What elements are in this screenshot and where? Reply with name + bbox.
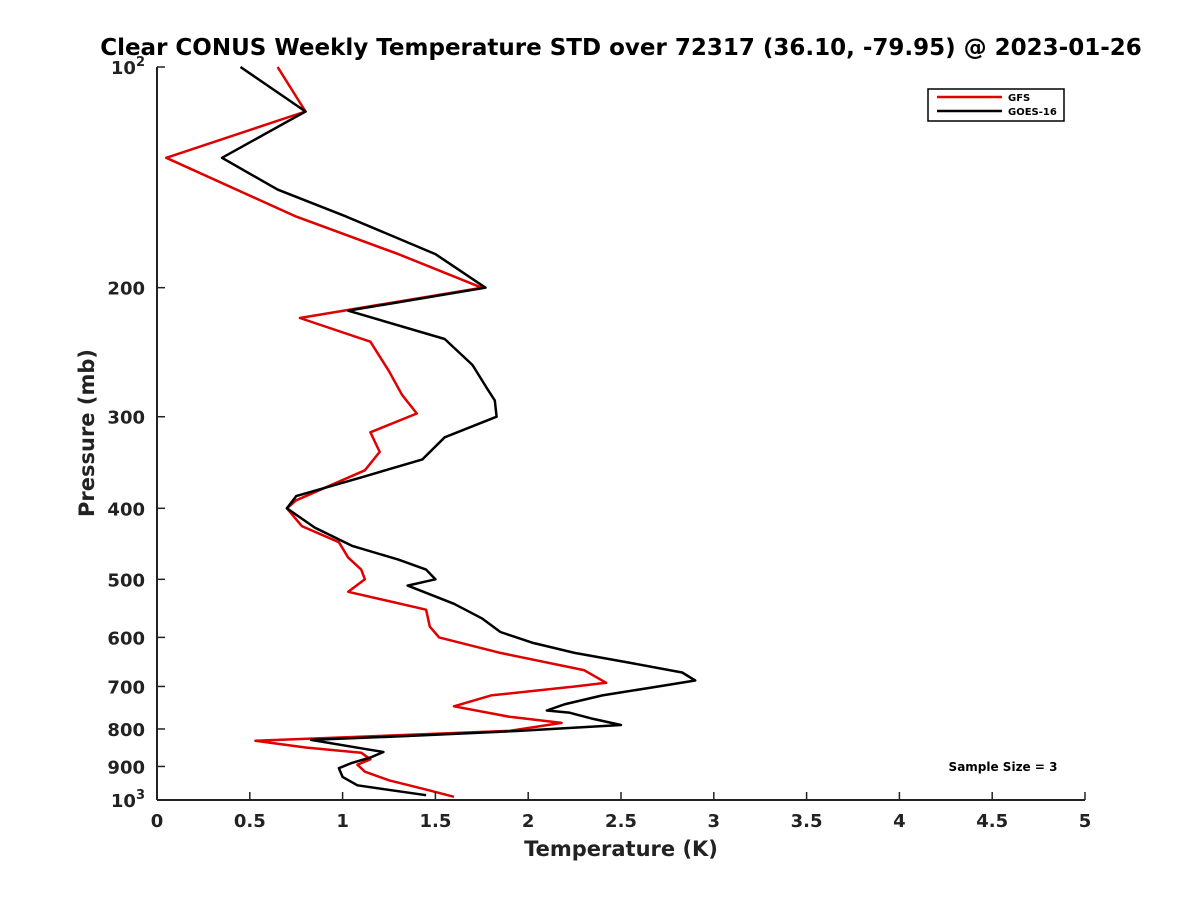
x-tick-label: 1.5 bbox=[419, 811, 451, 832]
x-tick-label: 4 bbox=[893, 811, 906, 832]
x-axis-ticks: 0 0.5 1 1.5 2 2.5 3 3.5 4 4.5 5 bbox=[151, 792, 1092, 832]
y-tick-label: 300 bbox=[107, 408, 145, 429]
x-tick-label: 2 bbox=[522, 811, 535, 832]
y-axis-label: Pressure (mb) bbox=[75, 349, 99, 517]
y-tick-label: 700 bbox=[107, 677, 145, 698]
x-tick-label: 0.5 bbox=[234, 811, 266, 832]
x-tick-label: 2.5 bbox=[605, 811, 637, 832]
x-tick-label: 1 bbox=[336, 811, 349, 832]
x-tick-label: 5 bbox=[1079, 811, 1092, 832]
chart-title: Clear CONUS Weekly Temperature STD over … bbox=[100, 35, 1142, 61]
x-tick-label: 4.5 bbox=[976, 811, 1008, 832]
y-tick-label: 600 bbox=[107, 628, 145, 649]
legend-label-goes16: GOES-16 bbox=[1008, 107, 1057, 118]
x-tick-label: 3 bbox=[708, 811, 721, 832]
y-tick-label: 103 bbox=[111, 788, 145, 812]
y-tick-label: 400 bbox=[107, 499, 145, 520]
legend-box bbox=[927, 88, 1065, 122]
y-tick-label: 500 bbox=[107, 570, 145, 591]
y-tick-label: 102 bbox=[111, 55, 145, 79]
y-tick-label: 200 bbox=[107, 279, 145, 300]
series-line-gfs bbox=[165, 66, 608, 799]
x-tick-label: 3.5 bbox=[791, 811, 823, 832]
y-tick-label: 800 bbox=[107, 720, 145, 741]
x-axis-label: Temperature (K) bbox=[524, 837, 718, 861]
legend: GFS GOES-16 bbox=[927, 88, 1065, 122]
legend-label-gfs: GFS bbox=[1008, 93, 1030, 104]
y-tick-label: 900 bbox=[107, 757, 145, 778]
x-tick-label: 0 bbox=[151, 811, 164, 832]
y-axis-ticks: 102 200 300 400 500 600 700 800 900 103 bbox=[107, 55, 165, 812]
sample-size-annotation: Sample Size = 3 bbox=[949, 760, 1058, 774]
plot-lines bbox=[165, 65, 697, 799]
series-line-goes16 bbox=[220, 65, 697, 797]
